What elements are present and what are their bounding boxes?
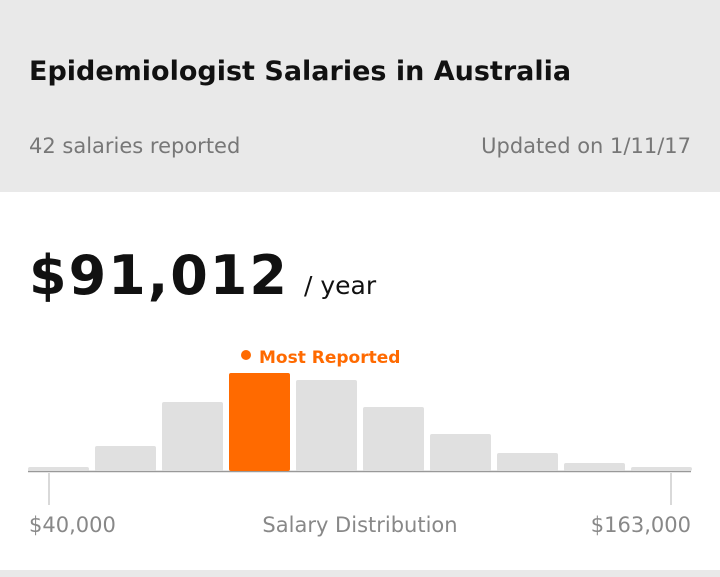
bar bbox=[28, 467, 89, 471]
salary-period: / year bbox=[304, 271, 377, 300]
bar bbox=[229, 373, 290, 471]
page-title: Epidemiologist Salaries in Australia bbox=[29, 56, 571, 87]
bar bbox=[162, 402, 223, 471]
salary-amount: $91,012 bbox=[29, 244, 289, 307]
x-axis-label: Salary Distribution bbox=[262, 513, 457, 537]
reported-count: 42 salaries reported bbox=[29, 134, 240, 158]
annotation: Most Reported bbox=[259, 348, 400, 368]
updated-date: Updated on 1/11/17 bbox=[481, 134, 691, 158]
bar bbox=[363, 407, 424, 471]
footer-strip bbox=[0, 570, 720, 577]
bar bbox=[95, 446, 156, 471]
bar bbox=[430, 434, 491, 471]
annotation-dot bbox=[241, 350, 251, 360]
bar bbox=[497, 453, 558, 471]
header-bg bbox=[0, 0, 720, 192]
bar bbox=[564, 463, 625, 471]
max-label: $163,000 bbox=[591, 513, 691, 537]
min-label: $40,000 bbox=[29, 513, 116, 537]
bar bbox=[296, 380, 357, 471]
bar bbox=[631, 467, 692, 471]
